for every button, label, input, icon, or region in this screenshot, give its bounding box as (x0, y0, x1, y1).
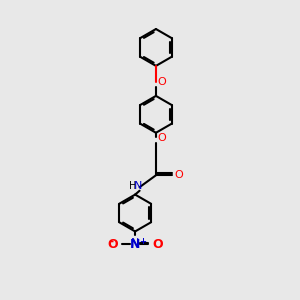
Text: N: N (131, 238, 139, 248)
Text: O: O (158, 133, 166, 143)
Text: O: O (108, 238, 118, 251)
Text: O: O (158, 77, 166, 87)
Text: O: O (175, 170, 183, 180)
Text: N: N (130, 238, 140, 251)
Text: N: N (134, 181, 142, 191)
Text: O: O (152, 238, 163, 251)
Text: -: - (110, 237, 113, 247)
Text: +: + (139, 237, 146, 246)
Text: H: H (129, 181, 137, 191)
